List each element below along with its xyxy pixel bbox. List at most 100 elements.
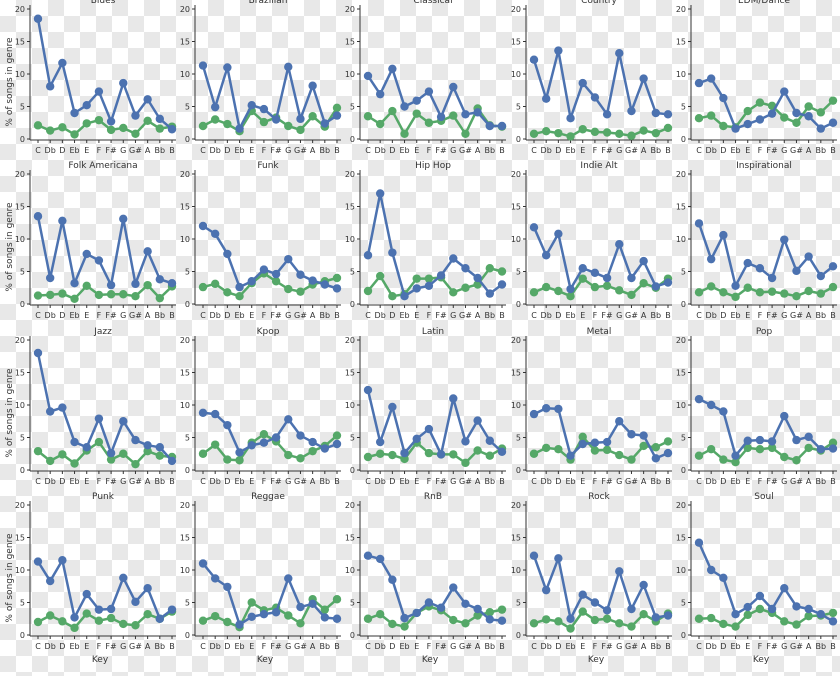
y-tick-label: 0 [516, 631, 521, 640]
x-tick-label: E [84, 146, 89, 155]
y-tick-label: 10 [511, 235, 521, 244]
x-tick-label: G# [790, 477, 803, 486]
y-tick-label: 15 [180, 534, 190, 543]
series-1-point [58, 556, 67, 565]
y-tick-label: 15 [676, 534, 686, 543]
y-tick-label: 15 [180, 203, 190, 212]
y-tick-label: 0 [20, 300, 25, 309]
x-tick-label: Bb [816, 477, 827, 486]
x-tick-label: G# [129, 146, 142, 155]
panel-title: Hip Hop [415, 161, 451, 171]
panel-title: RnB [424, 492, 442, 502]
series-1-point [94, 256, 104, 265]
series-1-point [388, 575, 397, 584]
series-2-point [70, 459, 79, 468]
panel-title: Blues [91, 0, 116, 6]
series-2-point [554, 617, 563, 626]
series-2-line [698, 441, 834, 464]
panel-title: Country [581, 0, 617, 6]
x-tick-label: F [758, 146, 763, 155]
panel-inspirational: Inspirational 0 5 10 15 20 C Db D Eb E F F# G G# A Bb B [676, 161, 838, 320]
y-tick-label: 10 [15, 235, 25, 244]
series-1-point [602, 273, 612, 283]
x-tick-label: D [224, 311, 230, 320]
series-2-point [816, 289, 826, 298]
series-2-point [497, 267, 507, 276]
series-1-point [792, 266, 801, 276]
series-1-point [804, 112, 813, 121]
x-tick-label: B [169, 642, 175, 651]
series-1-point [651, 282, 661, 291]
series-2-point [731, 292, 740, 302]
x-tick-label: E [414, 146, 419, 155]
series-1-point [529, 409, 539, 419]
series-2-point [198, 121, 208, 131]
x-tick-label: Db [375, 642, 386, 651]
series-1-point [828, 444, 838, 453]
series-1-point [210, 102, 220, 112]
series-2-point [828, 96, 838, 105]
series-1-point [541, 94, 551, 103]
series-2-point [706, 445, 716, 454]
y-tick-label: 20 [345, 5, 355, 14]
series-2-point [485, 264, 495, 273]
series-1-point [284, 574, 293, 583]
series-1-line [532, 49, 669, 120]
y-tick-label: 15 [345, 203, 355, 212]
x-tick-label: Eb [730, 477, 740, 486]
x-tick-label: C [696, 477, 702, 486]
y-tick-label: 15 [511, 38, 521, 47]
series-1-point [602, 437, 612, 447]
series-1-point [247, 612, 256, 621]
y-tick-label: 15 [345, 369, 355, 378]
series-2-point [554, 445, 563, 454]
x-tick-label: Db [706, 477, 717, 486]
series-1-point [106, 117, 116, 126]
series-1-point [375, 89, 385, 99]
panel-blues: Blues 0 5 10 15 20 C Db D Eb E F F# G G# A Bb B % of songs… [5, 0, 177, 155]
series-1-point [719, 93, 728, 103]
x-tick-label: E [745, 146, 750, 155]
x-tick-label: B [499, 146, 505, 155]
series-1-point [706, 74, 716, 83]
x-tick-label: Db [210, 477, 221, 486]
series-2-point [45, 290, 55, 300]
x-tick-label: Bb [485, 146, 496, 155]
series-1-point [541, 251, 551, 260]
x-tick-label: G [616, 642, 622, 651]
series-1-point [497, 121, 507, 131]
series-2-point [45, 126, 55, 135]
series-2-point [828, 608, 838, 618]
series-1-point [473, 273, 482, 283]
series-1-point [259, 104, 269, 114]
y-tick-label: 5 [350, 268, 355, 277]
x-tick-label: Db [375, 146, 386, 155]
series-2-point [155, 124, 165, 133]
series-2-point [792, 292, 801, 301]
series-1-point [320, 613, 330, 622]
series-2-point [143, 446, 152, 456]
series-1-point [485, 436, 495, 445]
x-tick-label: C [365, 311, 371, 320]
series-1-point [400, 292, 409, 301]
series-1-point [529, 223, 539, 232]
series-2-point [198, 616, 208, 625]
series-1-point [694, 219, 704, 228]
series-1-point [566, 451, 575, 460]
y-tick-label: 5 [516, 268, 521, 277]
series-1-point [529, 551, 539, 560]
y-tick-label: 5 [20, 268, 25, 277]
y-tick-label: 20 [345, 170, 355, 179]
series-1-point [143, 247, 152, 256]
series-2-point [792, 456, 801, 465]
panel-hip-hop: Hip Hop 0 5 10 15 20 C Db D Eb E F F# G G# A Bb B [345, 161, 507, 320]
series-1-point [804, 432, 813, 442]
series-1-point [167, 456, 177, 466]
series-2-point [296, 287, 305, 296]
panel-title: Latin [422, 327, 444, 337]
series-1-point [590, 93, 600, 102]
x-tick-label: G# [459, 311, 472, 320]
y-tick-label: 15 [15, 369, 25, 378]
series-1-point [627, 273, 636, 283]
y-tick-label: 0 [20, 135, 25, 144]
